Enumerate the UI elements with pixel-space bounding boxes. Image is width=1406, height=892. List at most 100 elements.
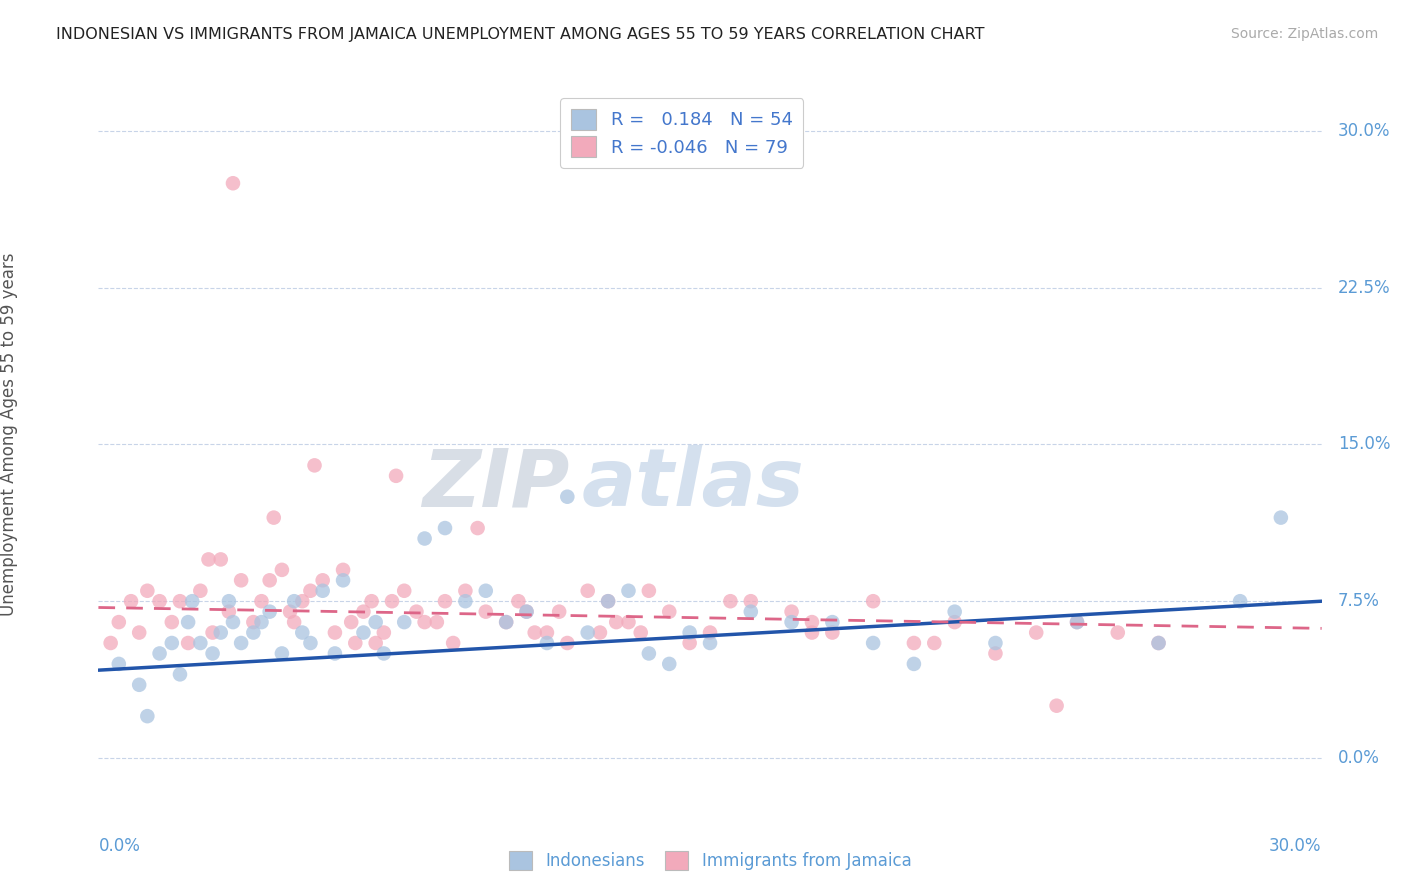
- Point: [160, 615, 183, 629]
- Point: [699, 636, 721, 650]
- Point: [283, 594, 305, 608]
- Point: [360, 594, 382, 608]
- Point: [177, 636, 200, 650]
- Point: [467, 521, 489, 535]
- Text: Unemployment Among Ages 55 to 59 years: Unemployment Among Ages 55 to 59 years: [0, 252, 18, 615]
- Text: 22.5%: 22.5%: [1339, 278, 1391, 297]
- Point: [231, 574, 253, 588]
- Point: [740, 605, 762, 619]
- Point: [1025, 625, 1047, 640]
- Point: [270, 563, 294, 577]
- Point: [474, 583, 498, 598]
- Point: [1147, 636, 1170, 650]
- Point: [136, 709, 159, 723]
- Point: [100, 636, 122, 650]
- Point: [332, 563, 354, 577]
- Point: [283, 615, 305, 629]
- Point: [222, 176, 245, 190]
- Point: [149, 594, 172, 608]
- Point: [413, 532, 436, 546]
- Point: [381, 594, 404, 608]
- Point: [304, 458, 326, 473]
- Point: [188, 636, 212, 650]
- Point: [120, 594, 142, 608]
- Point: [385, 468, 408, 483]
- Point: [617, 615, 640, 629]
- Point: [1147, 636, 1170, 650]
- Point: [679, 636, 702, 650]
- Point: [801, 615, 824, 629]
- Point: [270, 647, 294, 661]
- Point: [197, 552, 219, 566]
- Point: [637, 583, 661, 598]
- Point: [218, 605, 240, 619]
- Point: [596, 594, 619, 608]
- Point: [862, 594, 884, 608]
- Point: [637, 647, 661, 661]
- Point: [181, 594, 204, 608]
- Point: [259, 605, 281, 619]
- Point: [312, 574, 335, 588]
- Point: [1270, 510, 1292, 524]
- Point: [495, 615, 517, 629]
- Point: [364, 615, 387, 629]
- Point: [426, 615, 449, 629]
- Point: [495, 615, 517, 629]
- Point: [589, 625, 612, 640]
- Point: [922, 636, 945, 650]
- Point: [903, 657, 925, 671]
- Point: [352, 625, 374, 640]
- Point: [801, 625, 824, 640]
- Point: [548, 605, 571, 619]
- Point: [984, 647, 1007, 661]
- Point: [576, 583, 599, 598]
- Point: [242, 615, 264, 629]
- Point: [821, 615, 844, 629]
- Point: [128, 625, 150, 640]
- Point: [352, 605, 374, 619]
- Point: [718, 594, 742, 608]
- Point: [699, 625, 721, 640]
- Point: [903, 636, 925, 650]
- Point: [373, 625, 395, 640]
- Point: [630, 625, 652, 640]
- Point: [516, 605, 538, 619]
- Point: [188, 583, 212, 598]
- Point: [1229, 594, 1251, 608]
- Point: [263, 510, 285, 524]
- Point: [516, 605, 538, 619]
- Point: [149, 647, 172, 661]
- Text: INDONESIAN VS IMMIGRANTS FROM JAMAICA UNEMPLOYMENT AMONG AGES 55 TO 59 YEARS COR: INDONESIAN VS IMMIGRANTS FROM JAMAICA UN…: [56, 27, 984, 42]
- Point: [312, 583, 335, 598]
- Point: [291, 625, 314, 640]
- Point: [555, 636, 579, 650]
- Point: [605, 615, 627, 629]
- Point: [679, 625, 702, 640]
- Point: [278, 605, 301, 619]
- Point: [299, 636, 322, 650]
- Text: 0.0%: 0.0%: [98, 838, 141, 855]
- Point: [259, 574, 281, 588]
- Point: [1107, 625, 1129, 640]
- Point: [454, 583, 477, 598]
- Point: [108, 615, 131, 629]
- Point: [344, 636, 367, 650]
- Point: [576, 625, 599, 640]
- Point: [364, 636, 387, 650]
- Point: [323, 625, 346, 640]
- Point: [222, 615, 245, 629]
- Text: 7.5%: 7.5%: [1339, 592, 1379, 610]
- Point: [413, 615, 436, 629]
- Point: [169, 594, 191, 608]
- Point: [392, 615, 416, 629]
- Text: 0.0%: 0.0%: [1339, 749, 1379, 767]
- Text: 30.0%: 30.0%: [1339, 122, 1391, 140]
- Point: [454, 594, 477, 608]
- Point: [128, 678, 150, 692]
- Point: [780, 605, 803, 619]
- Text: 15.0%: 15.0%: [1339, 435, 1391, 453]
- Point: [433, 521, 456, 535]
- Point: [201, 647, 224, 661]
- Point: [209, 552, 232, 566]
- Point: [740, 594, 762, 608]
